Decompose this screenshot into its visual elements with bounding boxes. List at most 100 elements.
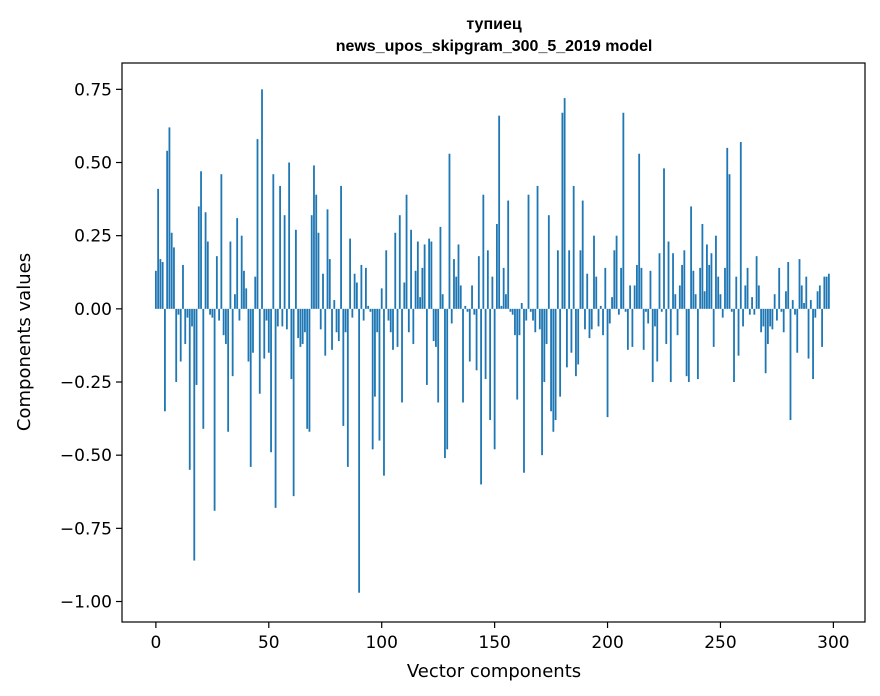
bar-218 (647, 308, 650, 324)
bar-255 (730, 308, 733, 312)
bar-71 (315, 194, 318, 309)
bar-276 (778, 267, 781, 309)
bar-187 (577, 308, 580, 365)
bar-195 (595, 276, 598, 309)
bar-25 (211, 308, 214, 318)
bar-217 (645, 308, 647, 312)
bar-154 (502, 267, 505, 309)
y-tick-label: 0.75 (74, 80, 112, 100)
bar-171 (541, 308, 543, 456)
bar-8 (173, 247, 175, 309)
bar-210 (629, 285, 632, 309)
bar-234 (683, 250, 686, 309)
bar-240 (696, 308, 699, 380)
bar-257 (735, 276, 738, 309)
bar-68 (308, 308, 311, 432)
bar-197 (599, 305, 602, 309)
x-tick-label: 200 (591, 633, 623, 653)
bar-84 (344, 308, 347, 333)
bar-250 (719, 294, 722, 309)
bar-121 (428, 238, 431, 309)
bar-46 (258, 308, 261, 394)
bar-236 (687, 308, 690, 383)
bar-145 (482, 194, 485, 309)
bar-110 (403, 282, 406, 309)
bar-196 (597, 308, 600, 327)
bar-125 (437, 308, 440, 403)
bar-12 (182, 264, 184, 309)
bar-160 (516, 308, 519, 400)
bar-63 (297, 308, 300, 339)
bar-149 (491, 276, 494, 309)
bar-176 (552, 308, 555, 432)
bar-65 (301, 308, 304, 344)
bar-170 (538, 308, 541, 330)
bar-83 (342, 308, 345, 426)
bar-275 (776, 308, 778, 321)
bar-270 (764, 308, 767, 374)
bar-99 (378, 308, 381, 441)
bar-213 (636, 264, 638, 309)
bar-251 (721, 308, 724, 318)
bar-137 (464, 305, 467, 309)
bar-40 (245, 288, 248, 309)
bar-143 (477, 256, 480, 309)
bar-134 (457, 244, 460, 309)
bar-118 (421, 267, 424, 309)
bar-205 (617, 308, 620, 315)
bar-97 (374, 308, 376, 397)
bar-85 (346, 308, 349, 467)
bar-184 (570, 308, 573, 353)
bar-293 (816, 291, 819, 309)
bar-128 (444, 308, 446, 459)
bar-295 (821, 308, 823, 347)
bar-157 (509, 308, 512, 312)
bar-53 (274, 308, 277, 508)
y-axis-ticks: 0.75 0.50 0.25 0.00 −0.25 −0.50 −0.75 −1.00 (60, 80, 122, 613)
bar-32 (227, 308, 230, 432)
bar-158 (511, 308, 514, 315)
bar-289 (807, 308, 810, 359)
bar-278 (782, 308, 785, 333)
bar-120 (425, 308, 428, 385)
plot-frame (121, 62, 866, 623)
bar-69 (310, 215, 313, 309)
bar-261 (744, 285, 747, 309)
bar-282 (791, 300, 794, 309)
bar-26 (213, 308, 216, 511)
bar-224 (660, 308, 663, 312)
bars-group (154, 89, 830, 593)
bar-23 (206, 241, 209, 309)
bar-135 (459, 285, 462, 309)
bar-47 (261, 89, 263, 309)
bar-254 (728, 174, 731, 309)
bar-106 (394, 232, 397, 309)
bar-267 (757, 285, 760, 309)
bar-113 (410, 229, 412, 309)
bar-27 (215, 256, 218, 309)
y-tick-label: −0.50 (60, 446, 112, 466)
bar-105 (392, 308, 394, 350)
bar-30 (222, 308, 225, 336)
bar-206 (620, 267, 622, 309)
bar-37 (238, 308, 241, 321)
bar-109 (401, 308, 403, 403)
bar-33 (229, 241, 232, 309)
bar-7 (170, 232, 173, 309)
bar-54 (276, 308, 279, 327)
bar-281 (789, 308, 792, 421)
bar-59 (288, 162, 291, 309)
bar-228 (669, 308, 672, 383)
bar-72 (317, 232, 320, 309)
x-tick-label: 0 (150, 633, 161, 653)
bar-226 (665, 308, 668, 344)
bar-244 (706, 244, 708, 309)
bar-233 (681, 264, 683, 309)
bar-64 (299, 308, 302, 347)
x-tick-label: 150 (478, 633, 510, 653)
bar-288 (805, 276, 808, 309)
bar-29 (220, 174, 223, 309)
bar-28 (218, 308, 221, 321)
bar-103 (387, 308, 390, 321)
bar-130 (448, 153, 451, 309)
